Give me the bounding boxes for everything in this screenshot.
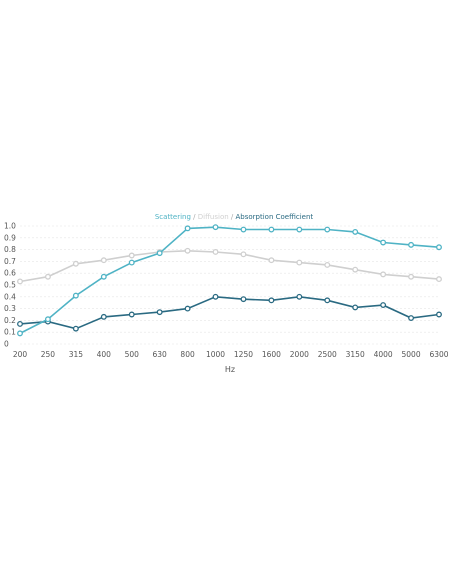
series-line-diffusion (19, 249, 440, 283)
data-point-diffusion[interactable] (324, 261, 331, 268)
x-tick-label: 5000 (402, 350, 421, 359)
data-point-diffusion[interactable] (184, 247, 191, 254)
y-tick-label: 0.8 (4, 245, 16, 254)
series-scattering (17, 224, 442, 337)
x-tick-label: 400 (97, 350, 112, 359)
data-point-diffusion[interactable] (352, 266, 359, 273)
x-tick-label: 250 (41, 350, 56, 359)
x-tick-label: 500 (125, 350, 140, 359)
data-point-scattering[interactable] (324, 226, 331, 233)
data-point-absorption-coefficient[interactable] (268, 297, 275, 304)
data-point-absorption-coefficient[interactable] (212, 293, 219, 300)
series-absorption-coefficient (17, 293, 442, 332)
data-point-scattering[interactable] (296, 226, 303, 233)
series-line-absorption-coefficient (19, 295, 440, 330)
x-tick-label: 1250 (234, 350, 253, 359)
title-part-4: Absorption Coefficient (235, 213, 313, 221)
x-axis-title: Hz (225, 365, 235, 374)
y-tick-label: 0.6 (4, 269, 16, 278)
y-tick-label: 0.7 (4, 257, 16, 266)
data-point-absorption-coefficient[interactable] (128, 311, 135, 318)
data-point-scattering[interactable] (17, 330, 23, 337)
title-part-2: Diffusion (198, 213, 229, 221)
series-layer (17, 224, 442, 337)
x-tick-label: 2000 (290, 350, 309, 359)
data-point-absorption-coefficient[interactable] (324, 297, 331, 304)
data-point-diffusion[interactable] (268, 257, 275, 264)
data-point-diffusion[interactable] (212, 249, 219, 255)
data-point-scattering[interactable] (268, 226, 275, 233)
x-tick-label: 315 (69, 350, 84, 359)
series-line-scattering (19, 226, 440, 335)
data-point-diffusion[interactable] (240, 251, 247, 258)
series-diffusion (17, 247, 442, 285)
data-point-scattering[interactable] (128, 259, 135, 266)
data-point-absorption-coefficient[interactable] (100, 313, 107, 320)
data-point-diffusion[interactable] (17, 278, 23, 285)
data-point-absorption-coefficient[interactable] (156, 309, 163, 316)
y-tick-label: 0.2 (4, 316, 16, 325)
y-tick-label: 0.3 (4, 304, 16, 313)
data-point-scattering[interactable] (44, 316, 51, 323)
data-point-absorption-coefficient[interactable] (408, 315, 415, 321)
data-point-diffusion[interactable] (44, 273, 51, 280)
data-point-absorption-coefficient[interactable] (72, 325, 79, 332)
title-part-0: Scattering (155, 213, 191, 221)
x-tick-label: 1600 (262, 350, 281, 359)
data-point-absorption-coefficient[interactable] (240, 296, 247, 303)
chart-title: Scattering / Diffusion / Absorption Coef… (155, 213, 314, 221)
data-point-scattering[interactable] (100, 273, 107, 280)
data-point-scattering[interactable] (408, 241, 415, 248)
data-point-scattering[interactable] (184, 225, 191, 232)
x-tick-label: 6300 (429, 350, 448, 359)
data-point-diffusion[interactable] (100, 257, 107, 264)
x-tick-label: 4000 (374, 350, 393, 359)
x-tick-label: 800 (180, 350, 195, 359)
x-tick-label: 630 (153, 350, 168, 359)
y-tick-label: 0.5 (4, 281, 16, 290)
x-tick-label: 1000 (206, 350, 225, 359)
x-axis: 200 250 315 400 500 630 800 1000 1250 1600 2000 250… (13, 350, 449, 359)
data-point-absorption-coefficient[interactable] (184, 305, 191, 312)
y-tick-label: 0 (4, 340, 9, 349)
data-point-absorption-coefficient[interactable] (17, 320, 23, 327)
x-tick-label: 3150 (346, 350, 365, 359)
data-point-diffusion[interactable] (380, 271, 387, 278)
data-point-absorption-coefficient[interactable] (380, 302, 387, 309)
y-tick-label: 0.1 (4, 328, 16, 337)
data-point-scattering[interactable] (436, 244, 442, 251)
data-point-absorption-coefficient[interactable] (352, 304, 359, 311)
data-point-diffusion[interactable] (408, 273, 415, 280)
data-point-diffusion[interactable] (72, 260, 79, 267)
data-point-scattering[interactable] (212, 224, 219, 231)
data-point-diffusion[interactable] (436, 276, 442, 283)
y-tick-label: 0.4 (4, 292, 16, 301)
data-point-scattering[interactable] (352, 228, 359, 235)
data-point-scattering[interactable] (240, 226, 247, 233)
y-axis: 0 0.1 0.2 0.3 0.4 0.5 0.6 0.7 0.8 0.9 1.0 (4, 222, 16, 349)
x-tick-label: 200 (13, 350, 28, 359)
data-point-absorption-coefficient[interactable] (296, 293, 303, 300)
x-tick-label: 2500 (318, 350, 337, 359)
y-tick-label: 0.9 (4, 233, 16, 242)
title-part-1: / (191, 213, 198, 221)
data-point-scattering[interactable] (72, 292, 79, 299)
data-point-absorption-coefficient[interactable] (436, 311, 442, 318)
data-point-diffusion[interactable] (296, 259, 303, 266)
data-point-diffusion[interactable] (128, 252, 135, 259)
title-part-3: / (229, 213, 236, 221)
y-tick-label: 1.0 (4, 222, 16, 231)
data-point-scattering[interactable] (380, 239, 387, 246)
data-point-scattering[interactable] (156, 250, 163, 257)
